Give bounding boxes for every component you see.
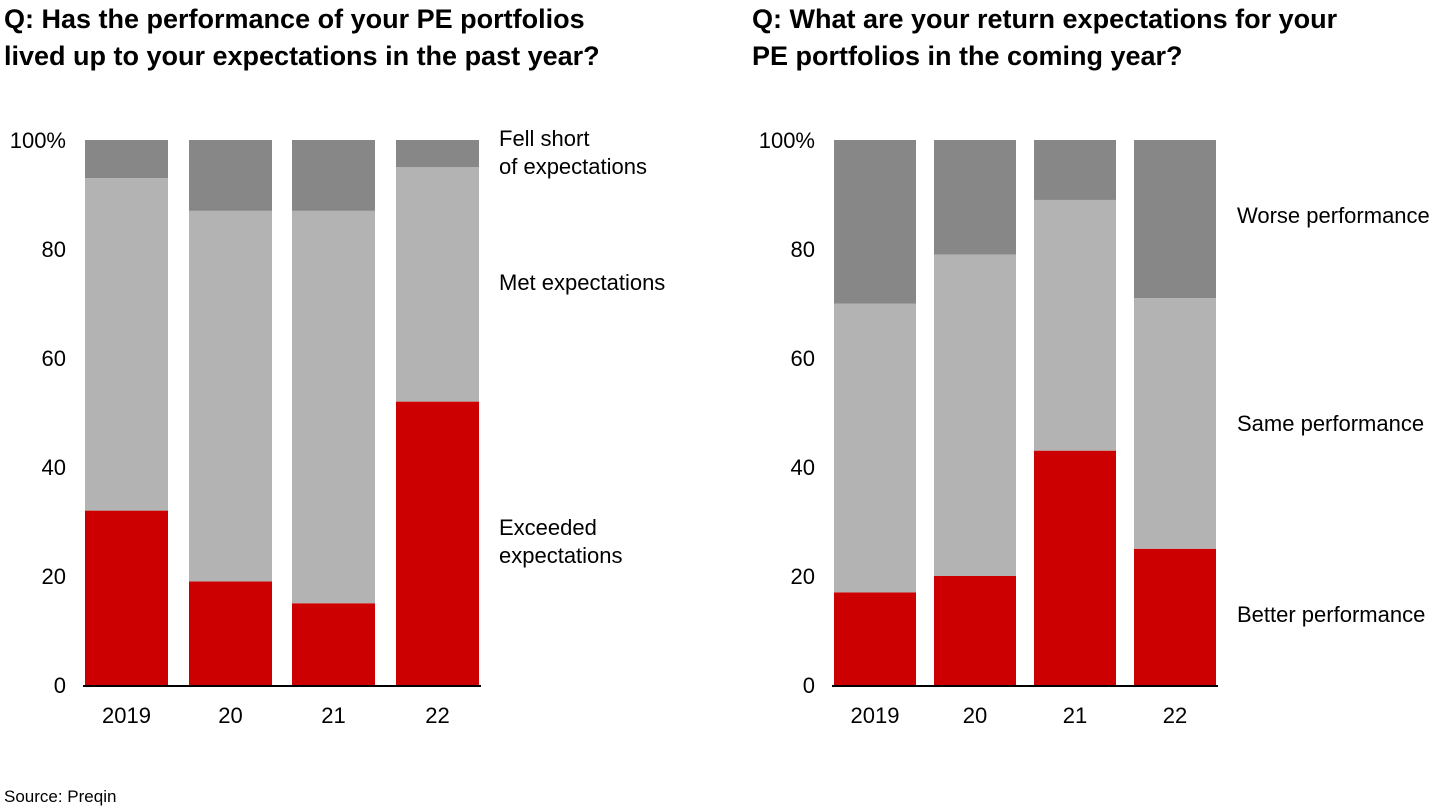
bar-segment-22-s2: [396, 140, 479, 168]
bar-segment-22-s0: [396, 401, 479, 685]
x-tick-label: 22: [1163, 703, 1187, 728]
series-label-0: Better performance: [1237, 602, 1425, 627]
bar-segment-22-s1: [1134, 298, 1216, 549]
y-tick-label: 0: [803, 673, 815, 698]
bar-segment-21-s0: [1034, 450, 1116, 685]
y-tick-label: 0: [54, 673, 66, 698]
chart-title-left: Q: Has the performance of your PE portfo…: [4, 4, 600, 71]
bar-segment-20-s1: [189, 210, 272, 582]
y-tick-label: 60: [42, 346, 66, 371]
bar-segment-20-s2: [189, 140, 272, 211]
bar-segment-2019-s2: [834, 140, 916, 304]
y-tick-label: 20: [791, 564, 815, 589]
x-tick-label: 20: [963, 703, 987, 728]
series-label-0: Exceeded expectations: [499, 515, 623, 568]
x-tick-label: 22: [425, 703, 449, 728]
series-label-1: Met expectations: [499, 270, 665, 295]
bar-segment-20-s0: [934, 576, 1016, 685]
bar-segment-21-s1: [292, 210, 375, 604]
bar-segment-20-s1: [934, 254, 1016, 576]
x-tick-label: 21: [1063, 703, 1087, 728]
bar-segment-21-s2: [1034, 140, 1116, 200]
bar-segment-2019-s0: [85, 510, 168, 685]
bar-segment-22-s1: [396, 167, 479, 402]
bar-segment-20-s0: [189, 581, 272, 685]
bar-segment-22-s2: [1134, 140, 1216, 299]
x-tick-label: 20: [218, 703, 242, 728]
y-tick-label: 60: [791, 346, 815, 371]
source-note: Source: Preqin: [4, 787, 117, 806]
y-tick-label: 80: [791, 237, 815, 262]
bar-segment-22-s0: [1134, 548, 1216, 685]
y-tick-label: 20: [42, 564, 66, 589]
series-label-1: Same performance: [1237, 411, 1424, 436]
x-tick-label: 21: [321, 703, 345, 728]
y-tick-label: 40: [42, 455, 66, 480]
chart-title-right: Q: What are your return expectations for…: [752, 4, 1338, 71]
y-tick-label: 80: [42, 237, 66, 262]
bar-segment-21-s0: [292, 603, 375, 685]
bar-segment-2019-s0: [834, 592, 916, 685]
y-tick-label: 100%: [10, 128, 66, 153]
bar-segment-21-s2: [292, 140, 375, 211]
y-tick-label: 100%: [759, 128, 815, 153]
x-tick-label: 2019: [102, 703, 151, 728]
bar-segment-2019-s1: [85, 178, 168, 511]
y-tick-label: 40: [791, 455, 815, 480]
bar-segment-2019-s2: [85, 140, 168, 179]
bar-segment-21-s1: [1034, 199, 1116, 451]
x-tick-label: 2019: [851, 703, 900, 728]
bar-segment-2019-s1: [834, 303, 916, 593]
series-label-2: Worse performance: [1237, 203, 1430, 228]
series-label-2: Fell short of expectations: [499, 126, 647, 179]
bar-segment-20-s2: [934, 140, 1016, 255]
